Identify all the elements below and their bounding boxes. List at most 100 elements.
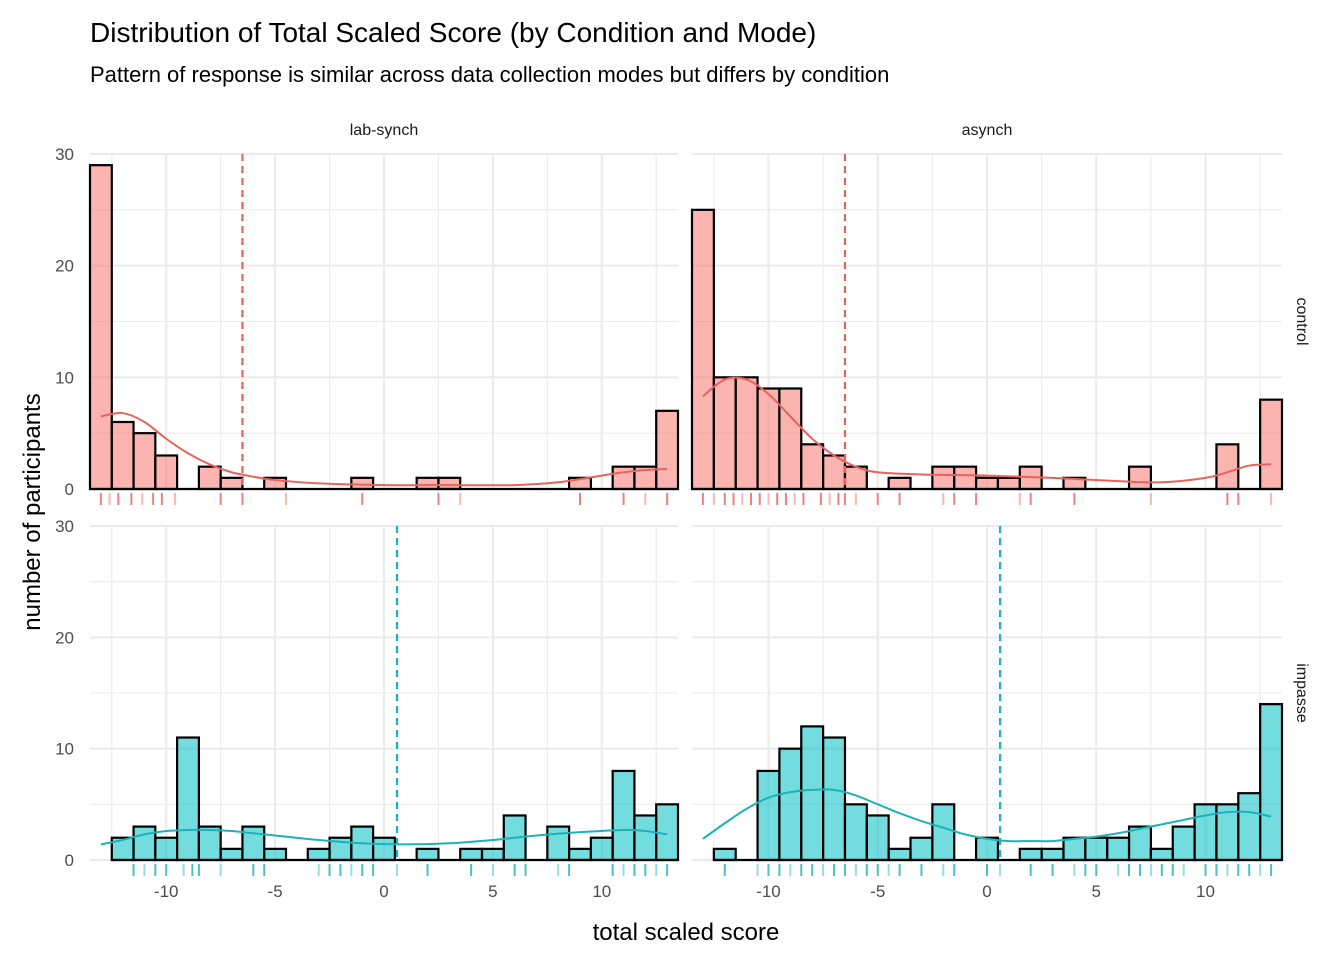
- histogram-bar: [690, 208, 715, 491]
- y-tick-label: 20: [55, 257, 74, 276]
- histogram-bar: [822, 736, 847, 862]
- histogram-bar: [589, 836, 614, 862]
- facet-panels: lab-synch asynch control impasse 0 10 20 30 0 10 2…: [55, 122, 1310, 901]
- histogram-bar: [756, 387, 781, 491]
- y-tick-label: 0: [65, 851, 74, 870]
- y-tick-label: 20: [55, 628, 74, 647]
- histogram-bar: [1127, 465, 1152, 491]
- histogram-bar: [712, 376, 737, 491]
- histogram-bar: [778, 747, 803, 862]
- histogram-bar: [800, 725, 825, 862]
- histogram-bar: [931, 465, 956, 491]
- histogram-bar: [1237, 792, 1262, 862]
- histogram-bar: [568, 847, 592, 862]
- histogram-bar: [88, 164, 113, 491]
- histogram-bar: [132, 432, 157, 491]
- x-tick-label: -5: [870, 882, 885, 901]
- histogram-bar: [756, 769, 781, 862]
- y-tick-label: 30: [55, 517, 74, 536]
- histogram-bar: [734, 376, 759, 491]
- histogram-bar: [350, 476, 375, 491]
- x-tick-label: -5: [268, 882, 283, 901]
- histogram-bar: [1215, 443, 1240, 491]
- y-tick-label: 30: [55, 145, 74, 164]
- histogram-bar: [1127, 825, 1152, 862]
- x-tick-label: 0: [982, 882, 991, 901]
- histogram-bar: [132, 825, 157, 862]
- histogram-bar: [611, 465, 636, 491]
- histogram-bar: [1171, 825, 1196, 862]
- y-tick-label: 10: [55, 368, 74, 387]
- histogram-bar: [887, 476, 912, 491]
- histogram-bar: [887, 847, 912, 862]
- histogram-bar: [176, 736, 200, 862]
- histogram-bar: [1018, 847, 1043, 862]
- histogram-bar: [197, 825, 222, 862]
- histogram-bar: [1259, 703, 1284, 862]
- histogram-bar: [263, 847, 288, 862]
- histogram-bar: [437, 476, 462, 491]
- histogram-bar: [1062, 836, 1087, 862]
- density-curve: [100, 828, 668, 846]
- histogram-bar: [1040, 847, 1065, 862]
- y-tick-label: 0: [65, 480, 74, 499]
- histogram-bar: [778, 387, 803, 491]
- density-curve: [100, 411, 668, 487]
- histogram-bar: [655, 409, 680, 491]
- histogram-bar: [546, 825, 571, 862]
- y-tick-label: 10: [55, 740, 74, 759]
- histogram-bar: [306, 847, 331, 862]
- histogram-bar: [1149, 847, 1174, 862]
- row-facet-label: impasse: [1293, 663, 1310, 723]
- histogram-bar: [996, 476, 1021, 491]
- histogram-bar: [372, 836, 396, 862]
- histogram-bar: [219, 476, 244, 491]
- facet-panel-asynch-impasse: -10 -5 0 5 10: [692, 524, 1284, 901]
- histogram-bar: [154, 836, 179, 862]
- histogram-bar: [154, 454, 179, 491]
- x-tick-label: -10: [154, 882, 179, 901]
- column-facet-label: lab-synch: [350, 122, 418, 139]
- histogram-bar: [1193, 803, 1218, 862]
- x-tick-label: 5: [1092, 882, 1101, 901]
- histogram-bar: [415, 476, 440, 491]
- x-tick-label: 5: [488, 882, 497, 901]
- histogram-bar: [800, 443, 825, 491]
- facet-panel-lab-synch-control: 0 10 20 30: [55, 145, 680, 505]
- histogram-bar: [110, 420, 135, 491]
- histogram-bar: [480, 847, 505, 862]
- chart-subtitle: Pattern of response is similar across da…: [90, 62, 889, 87]
- x-tick-label: 10: [1196, 882, 1215, 901]
- histogram-bar: [1259, 398, 1284, 491]
- histogram-bar: [931, 803, 956, 862]
- histogram-bar: [415, 847, 440, 862]
- facet-panel-lab-synch-impasse: 0 10 20 30 -10 -5 0 5 10: [55, 517, 680, 901]
- histogram-bar: [974, 836, 1000, 862]
- histogram-bar: [953, 465, 978, 491]
- chart-title: Distribution of Total Scaled Score (by C…: [90, 17, 816, 48]
- y-axis-label: number of participants: [19, 393, 46, 630]
- x-tick-label: 0: [379, 882, 388, 901]
- histogram-bar: [974, 476, 1000, 491]
- column-facet-label: asynch: [962, 122, 1013, 139]
- x-axis-label: total scaled score: [593, 919, 780, 946]
- histogram-bar: [633, 814, 658, 862]
- histogram-bar: [459, 847, 484, 862]
- histogram-bar: [611, 769, 636, 862]
- histogram-bar: [1106, 836, 1131, 862]
- histogram-bar: [909, 836, 934, 862]
- histogram-bar: [219, 847, 244, 862]
- row-facet-label: control: [1293, 297, 1310, 345]
- x-tick-label: 10: [592, 882, 611, 901]
- histogram-bar: [843, 803, 868, 862]
- histogram-bar: [1084, 836, 1109, 862]
- histogram-bar: [197, 465, 222, 491]
- histogram-bar: [865, 814, 890, 862]
- x-tick-label: -10: [756, 882, 781, 901]
- density-curve: [702, 788, 1272, 843]
- density-curve: [702, 376, 1272, 484]
- facet-panel-asynch-control: [690, 152, 1284, 505]
- histogram-bar: [712, 847, 737, 862]
